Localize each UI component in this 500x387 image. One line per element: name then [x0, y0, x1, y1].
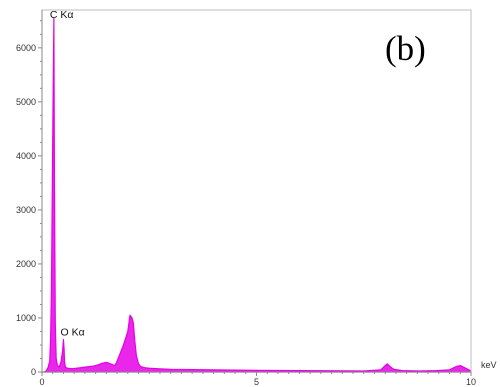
y-tick-label: 6000	[16, 43, 36, 53]
y-tick-label: 0	[31, 367, 36, 377]
x-tick-label: 10	[466, 377, 476, 387]
plot-layer	[41, 17, 472, 373]
axis-layer	[38, 9, 472, 376]
label-layer: 0 1000 2000 3000 4000 5000 6000 0 5 10 keV C Kα O Kα…	[16, 9, 497, 387]
peak-annotation: O Kα	[61, 327, 85, 339]
panel-label: (b)	[385, 29, 426, 68]
spectrum-series-0	[41, 17, 472, 373]
y-tick-label: 5000	[16, 97, 36, 107]
y-tick-label: 2000	[16, 259, 36, 269]
y-tick-label: 1000	[16, 313, 36, 323]
y-tick-label: 4000	[16, 151, 36, 161]
x-tick-label: 5	[254, 377, 259, 387]
peak-annotation: C Kα	[50, 9, 74, 21]
x-tick-label: 0	[39, 377, 44, 387]
y-tick-label: 3000	[16, 205, 36, 215]
x-unit-label: keV	[481, 360, 497, 370]
